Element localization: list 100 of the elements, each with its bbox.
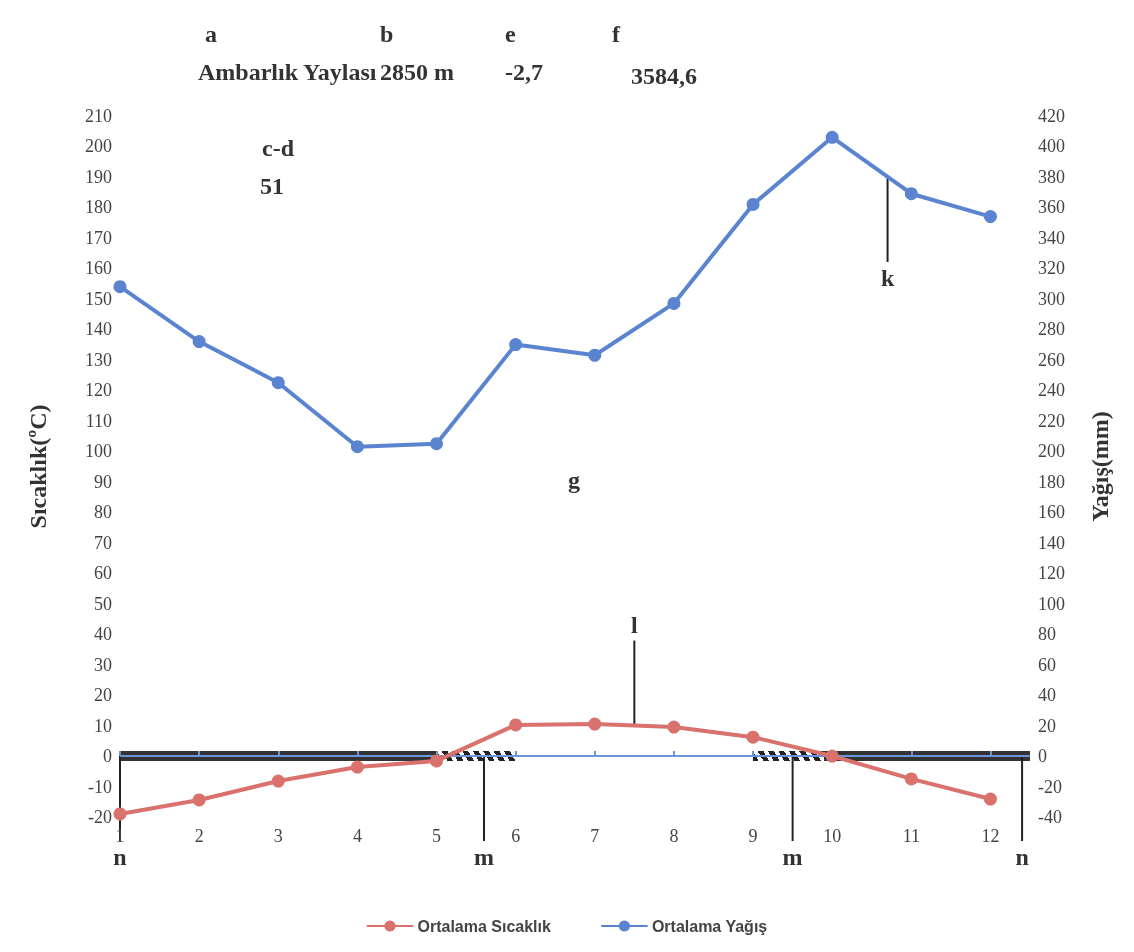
annotation: n (1015, 844, 1029, 871)
y2-tick-label: 380 (1038, 166, 1065, 187)
y-tick-label: 100 (85, 441, 112, 462)
y2-tick-label: -40 (1038, 807, 1062, 827)
y2-tick-label: 40 (1038, 685, 1056, 706)
annotation: m (474, 844, 494, 871)
point (983, 210, 997, 224)
point (509, 718, 523, 732)
x-tick-label: 11 (902, 826, 920, 846)
x-tick-label: 3 (273, 826, 283, 846)
y-tick-label: 180 (85, 197, 112, 218)
point (350, 760, 364, 774)
y2-tick-label: 180 (1038, 471, 1065, 492)
y2-tick-label: 300 (1038, 288, 1065, 309)
text: -2,7 (505, 59, 543, 85)
x-tick-label: 6 (511, 826, 521, 846)
point (588, 717, 602, 731)
point (746, 197, 760, 211)
point (904, 772, 918, 786)
y-tick-label: 160 (85, 258, 112, 279)
text: f (612, 21, 621, 47)
annotation: 51 (260, 173, 284, 199)
annotation: c-d (262, 135, 295, 161)
y2-tick-label: 200 (1038, 441, 1065, 462)
point (746, 730, 760, 744)
x-tick-label: 9 (748, 826, 758, 846)
text: Ambarlık Yaylası (198, 59, 377, 85)
point (825, 749, 839, 763)
text: a (205, 21, 217, 47)
y2-tick-label: 280 (1038, 319, 1065, 340)
point (509, 338, 523, 352)
y-tick-label: 40 (94, 624, 112, 645)
y2-tick-label: 140 (1038, 532, 1065, 553)
y2-tick-label: 400 (1038, 136, 1065, 157)
legend-label: Ortalama Sıcaklık (417, 917, 551, 935)
y-tick-label: 10 (94, 715, 112, 736)
text: 2850 m (380, 59, 454, 85)
annotation: k (880, 264, 895, 291)
point (271, 774, 285, 788)
x-tick-label: 2 (194, 826, 204, 846)
point (192, 793, 206, 807)
y-tick-label: 110 (85, 410, 112, 431)
y2-tick-label: 340 (1038, 227, 1065, 248)
point (350, 440, 364, 454)
y-tick-label: 170 (85, 227, 112, 248)
y-tick-label: 90 (94, 471, 112, 492)
text: b (380, 21, 394, 47)
y2-tick-label: 20 (1038, 715, 1056, 736)
point (430, 437, 444, 451)
point (825, 130, 839, 144)
point (904, 187, 918, 201)
point (192, 335, 206, 349)
y2-tick-label: 60 (1038, 654, 1056, 675)
y-tick-label: 150 (85, 288, 112, 309)
x-tick-label: 12 (981, 826, 1000, 846)
y2-tick-label: 120 (1038, 563, 1065, 584)
y-tick-label: 130 (85, 349, 112, 370)
y2-axis-title: Yağış(mm) (1087, 411, 1113, 522)
point (667, 296, 681, 310)
x-tick-label: 5 (432, 826, 442, 846)
y2-tick-label: 80 (1038, 624, 1056, 645)
point (113, 807, 127, 821)
y-tick-label: 50 (94, 593, 112, 614)
y-tick-label: 0 (103, 746, 112, 767)
text: e (505, 21, 516, 47)
point (667, 720, 681, 734)
y-tick-label: 210 (85, 106, 112, 126)
y-tick-label: -20 (88, 807, 112, 827)
y2-tick-label: 420 (1038, 106, 1065, 126)
y2-tick-label: 360 (1038, 197, 1065, 218)
y2-tick-label: 100 (1038, 593, 1065, 614)
x-tick-label: 8 (669, 826, 679, 846)
y-tick-label: 80 (94, 502, 112, 523)
annotation: l (631, 611, 639, 638)
y-tick-label: 200 (85, 136, 112, 157)
y-tick-label: 20 (94, 685, 112, 706)
point (588, 348, 602, 362)
y-axis-title: Sıcaklık(ºC) (25, 404, 51, 529)
x-tick-label: 4 (352, 826, 362, 846)
y-tick-label: 120 (85, 380, 112, 401)
y-tick-label: 70 (94, 532, 112, 553)
y2-tick-label: 240 (1038, 380, 1065, 401)
point (113, 280, 127, 294)
y-tick-label: 140 (85, 319, 112, 340)
legend-label: Ortalama Yağış (651, 917, 768, 935)
y-tick-label: -10 (88, 776, 112, 797)
y2-tick-label: 160 (1038, 502, 1065, 523)
x-tick-label: 7 (590, 826, 600, 846)
text: 3584,6 (631, 63, 697, 89)
point (430, 754, 444, 768)
y2-tick-label: 220 (1038, 410, 1065, 431)
annotation: g (568, 467, 580, 493)
point (271, 376, 285, 390)
y-tick-label: 190 (85, 166, 112, 187)
y2-tick-label: 320 (1038, 258, 1065, 279)
y-tick-label: 60 (94, 563, 112, 584)
annotation: n (113, 844, 127, 871)
y-tick-label: 30 (94, 654, 112, 675)
y2-tick-label: 0 (1038, 746, 1047, 767)
point (983, 792, 997, 806)
